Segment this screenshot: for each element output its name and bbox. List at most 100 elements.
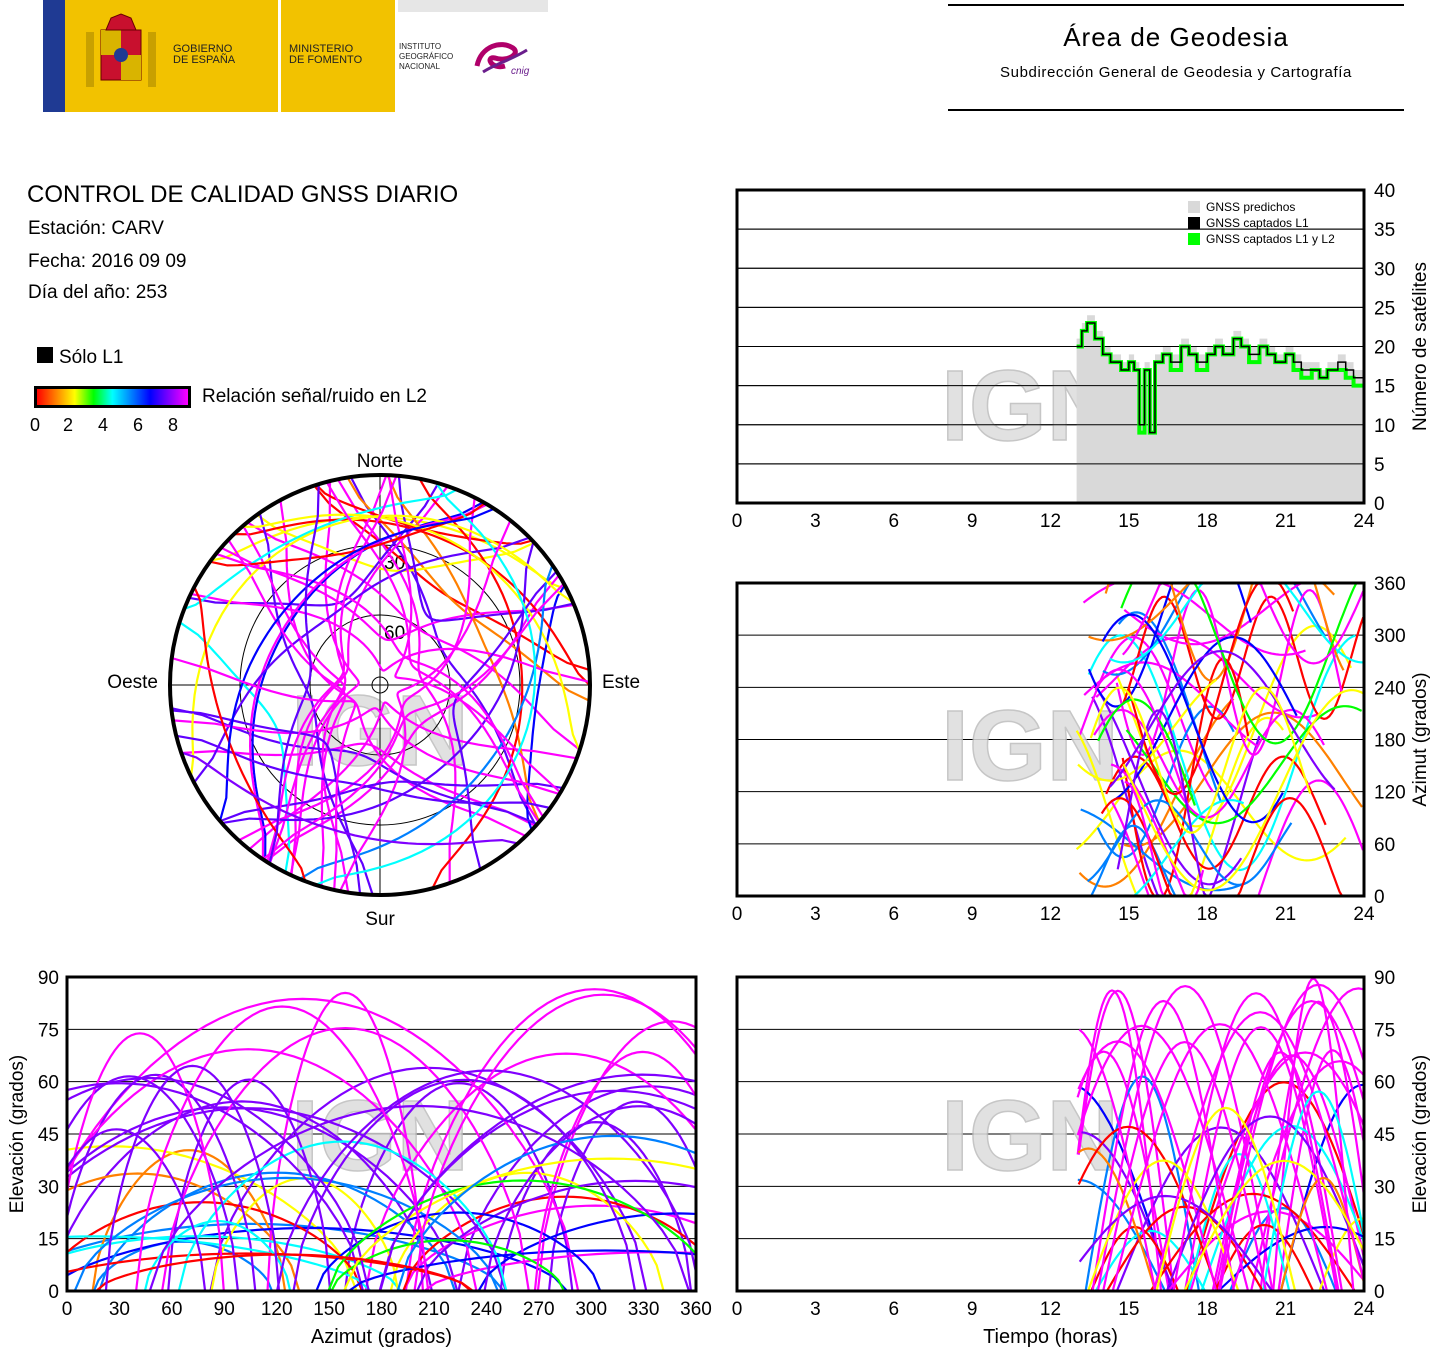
elevation-time-y-tick: 15 [1374,1230,1395,1251]
elevation-azimuth-x-tick: 60 [161,1299,182,1320]
azimuth-track [1126,799,1245,896]
gobierno-line1: GOBIERNO [173,43,233,55]
coat-of-arms-icon [86,13,156,87]
azimuth-track [1121,583,1364,665]
sat-count-x-tick: 15 [1118,511,1139,532]
snr-tick-2: 2 [63,415,74,435]
instituto-text: INSTITUTO GEOGRÁFICO NACIONAL [399,42,453,72]
elevation-time-track [1172,992,1340,1291]
header-rule-top [948,4,1404,6]
sat-count-x-tick: 12 [1040,511,1061,532]
azimuth-time-y-tick: 180 [1374,731,1406,752]
azimuth-track [1086,799,1293,887]
snr-colorbar-label: Relación señal/ruido en L2 [202,386,427,407]
elevation-time-tracks [1076,977,1364,1291]
elevation-time-track [1217,1225,1364,1291]
skyplot-track [215,552,545,818]
snr-tick-6: 6 [133,415,144,435]
elevation-time-track [1077,1040,1218,1291]
elevation-azimuth-track [292,1078,637,1291]
skyplot-track [171,656,357,890]
azimuth-time-x-tick: 18 [1197,904,1218,925]
elevation-azimuth-track [67,1106,459,1291]
azimuth-tracks [1075,583,1364,896]
elevation-azimuth-track [67,1252,474,1291]
snr-tick-8: 8 [168,415,179,435]
skyplot-west-label: Oeste [107,672,158,693]
azimuth-track [1082,583,1306,656]
azimuth-time-x-tick: 24 [1353,904,1375,925]
skyplot-track [180,751,519,846]
elevation-azimuth-track [67,1048,478,1291]
azimuth-track [1123,583,1334,646]
snr-tick-4: 4 [98,415,109,435]
elevation-azimuth-track [167,1078,332,1291]
sat-count-frame [735,188,1366,505]
azimuth-time-y-tick: 360 [1374,574,1406,595]
eu-flag-strip [43,0,65,112]
elevation-azimuth-track [483,1105,696,1291]
elevation-time-frame [735,975,1366,1293]
azimuth-track [1094,668,1191,810]
azimuth-time-y-tick: 300 [1374,626,1406,647]
elevation-time-y-label: Elevación (grados) [1410,1055,1431,1213]
elevation-azimuth-track [330,1239,566,1291]
elevation-time-track [1096,984,1274,1291]
azimuth-track [1088,583,1335,642]
skyplot-track [452,570,558,870]
snr-tick-0: 0 [30,415,41,435]
azimuth-track [1093,684,1243,886]
skyplot-track [325,481,540,823]
ministerio-line2: DE FOMENTO [289,54,363,66]
elevation-azimuth-track [67,1107,507,1291]
captured-l1-line [1076,322,1365,434]
skyplot-track [190,592,590,684]
sat-count-y-tick: 30 [1374,259,1395,280]
skyplot-south-label: Sur [365,909,395,930]
elevation-time-track [1076,1024,1250,1291]
skyplot-track [526,584,566,831]
elevation-time-x-tick: 9 [967,1299,978,1320]
skyplot-track [256,513,535,573]
elevation-azimuth-x-tick: 0 [62,1299,73,1320]
skyplot-horizon [168,473,592,897]
skyplot-track [339,519,512,892]
azimuth-track [1078,635,1214,793]
cnig-logo-icon: cnig [474,42,530,77]
elevation-time-track [1262,1090,1364,1291]
instituto-line2: GEOGRÁFICO [399,52,454,61]
elevation-azimuth-track [91,1149,287,1291]
elevation-azimuth-x-tick: 240 [470,1299,502,1320]
elevation-azimuth-y-tick: 90 [38,968,59,989]
azimuth-track [1078,824,1184,896]
sat-count-y-tick: 35 [1374,220,1395,241]
azimuth-track [1122,688,1364,892]
azimuth-track [1115,588,1343,757]
elevation-time-x-tick: 3 [810,1299,821,1320]
elevation-azimuth-track [67,1073,257,1291]
elevation-time-track [1231,1060,1364,1291]
elevation-azimuth-track [148,1104,691,1291]
elevation-time-x-tick: 21 [1275,1299,1296,1320]
elevation-azimuth-track [67,1075,239,1291]
sat-count-x-tick: 18 [1197,511,1218,532]
skyplot-track [209,502,486,567]
elevation-azimuth-track [536,1020,696,1291]
azimuth-track [1120,583,1362,745]
elevation-azimuth-track [67,1100,433,1291]
report-title: CONTROL DE CALIDAD GNSS DIARIO [27,181,459,208]
elevation-azimuth-y-tick: 45 [38,1125,59,1146]
elevation-azimuth-track [343,1157,696,1291]
date-label: Fecha: 2016 09 09 [28,251,187,272]
elevation-azimuth-track [423,1251,696,1291]
sat-count-y-tick: 0 [1374,494,1385,515]
header-logos: GOBIERNO DE ESPAÑA MINISTERIO DE FOMENTO… [43,0,548,112]
azimuth-track [1093,708,1325,819]
azimuth-time-y-tick: 60 [1374,835,1395,856]
elevation-time-x-tick: 18 [1197,1299,1218,1320]
elevation-time-track [1094,1229,1207,1291]
sat-count-chart: 0 5 10 15 20 25 30 35 40 0 3 6 9 12 15 18 21 24 Número de … [732,181,1431,532]
elevation-azimuth-track [364,1052,696,1291]
elevation-time-track [1077,1125,1219,1291]
elevation-azimuth-track [413,993,696,1291]
